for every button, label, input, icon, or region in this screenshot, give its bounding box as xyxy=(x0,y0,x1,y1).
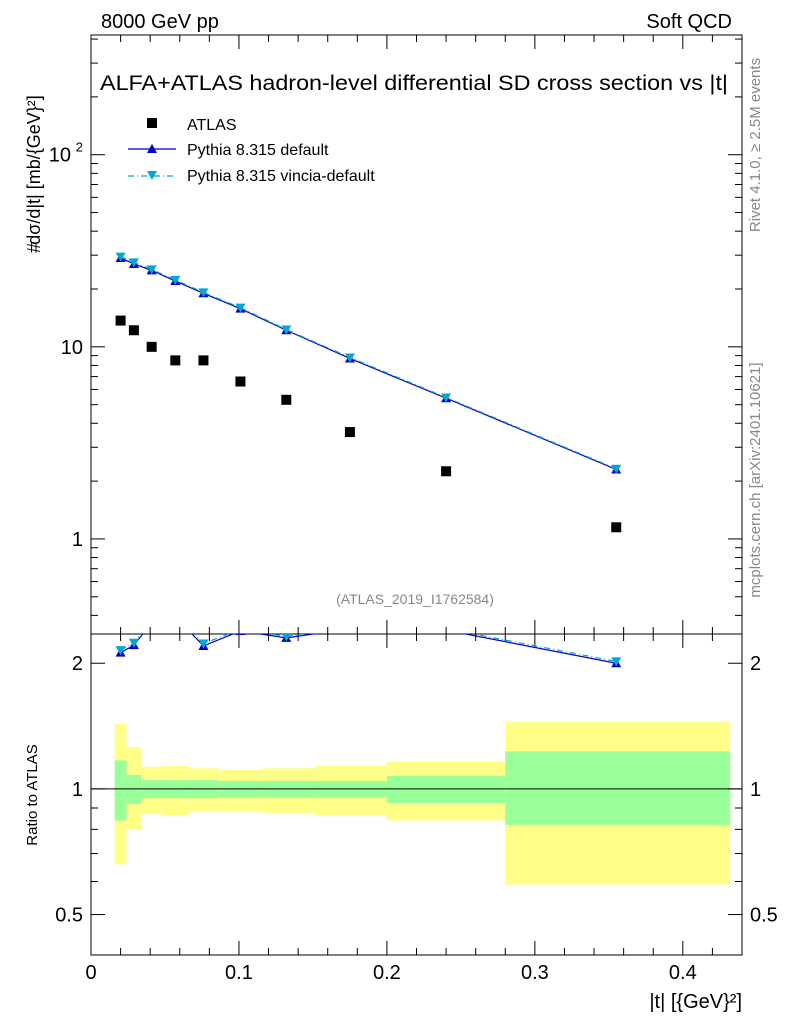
mcplots-label: mcplots.cern.ch [arXiv:2401.10621] xyxy=(747,362,764,597)
atlas-point xyxy=(128,325,139,336)
ratio-y-axis-label: Ratio to ATLAS xyxy=(24,744,41,845)
ratio-band-stat xyxy=(126,774,142,805)
pythia-vincia-point xyxy=(281,325,292,335)
ratio-vincia-point xyxy=(198,639,209,649)
ratio-default-point xyxy=(147,618,157,627)
atlas-point xyxy=(441,466,452,477)
axes: 0 0.1 0.2 0.3 0.4 1 10 10 2 0.5 0.5 1 1 2 2 xyxy=(49,35,778,984)
ratio-tick-label: 2 xyxy=(72,653,83,675)
legend-label-vincia: Pythia 8.315 vincia-default xyxy=(187,168,375,185)
pythia-vincia-point xyxy=(344,353,355,363)
chart-title: ALFA+ATLAS hadron-level differential SD … xyxy=(100,72,728,95)
ratio-vincia-point xyxy=(345,623,355,632)
ratio-layer xyxy=(115,610,622,668)
x-tick-label: 0 xyxy=(85,962,96,984)
ratio-tick-label: 0.5 xyxy=(55,905,83,927)
pythia-vincia-point xyxy=(235,303,246,313)
legend-label-default: Pythia 8.315 default xyxy=(187,142,329,159)
y-axis-label-text: dσ/d|t| [mb/{GeV}²] xyxy=(24,95,44,245)
ratio-tick-label-right: 2 xyxy=(750,653,761,675)
atlas-point xyxy=(344,427,355,438)
x-tick-label: 0.2 xyxy=(373,962,401,984)
y-tick-label: 10 xyxy=(61,337,83,359)
ratio-band-stat xyxy=(386,775,506,804)
pythia-vincia-point xyxy=(146,265,157,275)
ratio-vincia-point xyxy=(611,657,622,667)
ratio-default-point xyxy=(345,624,355,633)
x-axis-label: |t| [{GeV}²] xyxy=(649,991,742,1013)
y-axis-label: dσ/d|t| [mb/{GeV}²] # xyxy=(24,95,44,253)
ratio-band-stat xyxy=(505,751,731,825)
atlas-point xyxy=(170,355,181,366)
ratio-default-point xyxy=(235,634,246,635)
ratio-vincia-point xyxy=(147,617,157,626)
rivet-version-label: Rivet 4.1.0, ≥ 2.5M events xyxy=(747,58,764,232)
atlas-point xyxy=(611,522,622,533)
ratio-tick-label-right: 0.5 xyxy=(750,905,778,927)
atlas-point xyxy=(235,376,246,387)
ratio-vincia-point xyxy=(282,634,291,642)
ratio-line-0 xyxy=(120,634,617,664)
ratio-vincia-point xyxy=(240,634,241,635)
atlas-point xyxy=(146,341,157,352)
ratio-vincia-point xyxy=(115,646,126,656)
header-process: Soft QCD xyxy=(646,11,732,33)
atlas-point xyxy=(115,315,126,326)
y-tick-exponent: 2 xyxy=(76,140,83,155)
ratio-vincia-point xyxy=(170,610,180,619)
x-tick-label: 0.3 xyxy=(521,962,549,984)
header-beam: 8000 GeV pp xyxy=(101,11,219,33)
ratio-vincia-point xyxy=(128,638,139,648)
ratio-default-point xyxy=(170,611,180,620)
analysis-label: (ATLAS_2019_I1762584) xyxy=(336,591,494,607)
legend-marker-default xyxy=(147,144,157,153)
atlas-point xyxy=(198,355,209,366)
ratio-tick-label: 1 xyxy=(72,779,83,801)
ratio-tick-label-right: 1 xyxy=(750,779,761,801)
legend-label-atlas: ATLAS xyxy=(187,117,237,134)
x-tick-label: 0.1 xyxy=(225,962,253,984)
x-tick-label: 0.4 xyxy=(669,962,697,984)
legend-marker-vincia xyxy=(147,171,157,180)
ratio-uncertainty-bands xyxy=(114,721,731,885)
pythia-vincia-point xyxy=(198,288,209,298)
y-tick-label: 1 xyxy=(72,529,83,551)
ratio-default-point xyxy=(441,634,452,635)
y-tick-label: 10 xyxy=(49,145,71,167)
ratio-band-stat xyxy=(114,760,127,821)
pythia-vincia-point xyxy=(170,275,181,285)
series-line-1 xyxy=(120,257,617,471)
atlas-point xyxy=(281,394,292,405)
legend: ATLAS Pythia 8.315 default Pythia 8.315 … xyxy=(128,117,375,185)
y-axis-label-prefix: # xyxy=(24,243,44,253)
pythia-vincia-point xyxy=(128,258,139,268)
pythia-vincia-point xyxy=(611,464,622,474)
ratio-series-group xyxy=(115,610,622,668)
pythia-vincia-point xyxy=(441,393,452,403)
data-layer xyxy=(115,252,622,533)
legend-marker-atlas xyxy=(147,118,157,128)
series-line-2 xyxy=(120,256,617,470)
pythia-vincia-point xyxy=(115,252,126,262)
